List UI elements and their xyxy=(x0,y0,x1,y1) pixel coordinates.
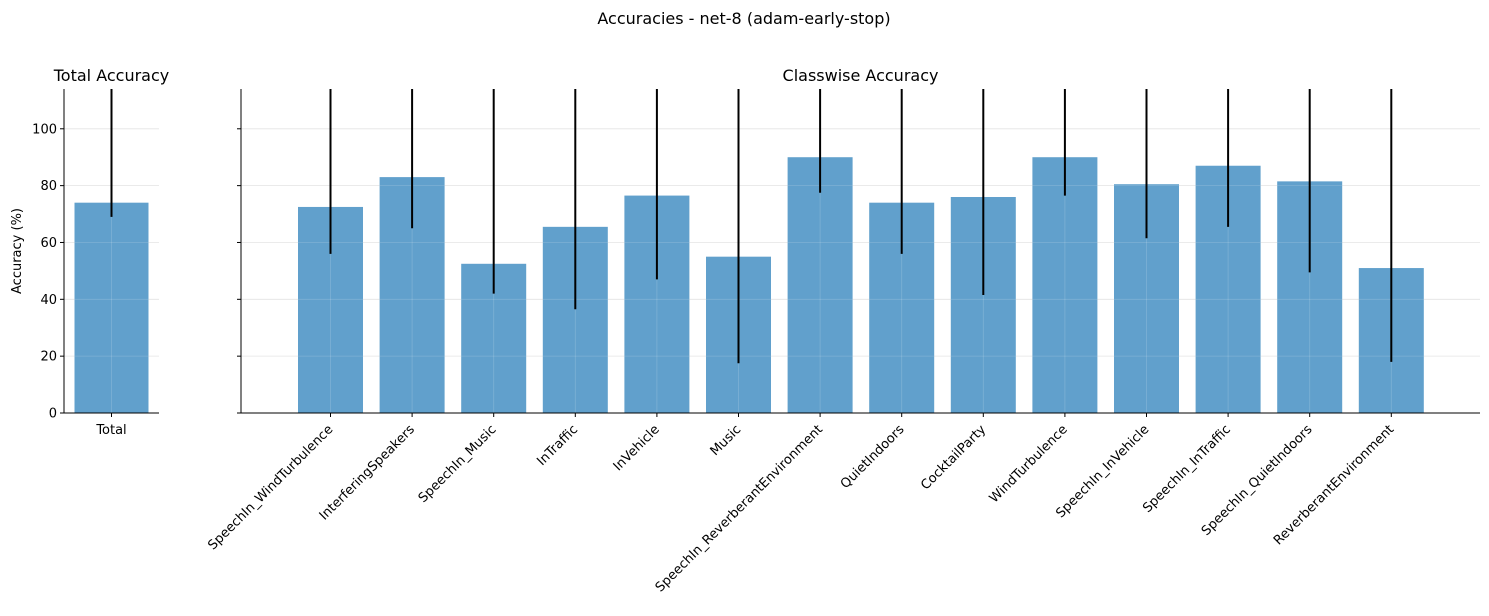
x-tick-label: SpeechIn_InTraffic xyxy=(1140,422,1234,516)
total-accuracy-axes: Total Accuracy Accuracy (%) 0 20 40 60 80 100… xyxy=(10,66,169,438)
y-tick-label: 100 xyxy=(32,122,57,137)
x-tick-label: WindTurbulence xyxy=(987,422,1071,506)
x-tick-label: InVehicle xyxy=(611,422,663,474)
x-tick-label: Total xyxy=(95,423,126,438)
x-tick-label: InTraffic xyxy=(534,422,581,469)
x-tick-label: SpeechIn_ReverberantEnvironment xyxy=(653,422,826,595)
y-tick-label: 0 xyxy=(49,407,57,422)
y-tick-label: 20 xyxy=(40,350,57,365)
x-tick-label: QuietIndoors xyxy=(838,422,908,492)
x-tick-label: CocktailParty xyxy=(918,422,989,493)
y-tick-label: 40 xyxy=(40,293,57,308)
classwise-accuracy-title: Classwise Accuracy xyxy=(783,66,939,85)
x-tick-label: SpeechIn_Music xyxy=(416,422,500,506)
x-tick-label: Music xyxy=(708,422,745,459)
y-tick-label: 80 xyxy=(40,179,57,194)
total-accuracy-title: Total Accuracy xyxy=(53,66,170,85)
x-tick-label: SpeechIn_InVehicle xyxy=(1053,422,1152,521)
x-tick-label: SpeechIn_WindTurbulence xyxy=(205,422,336,553)
figure-title: Accuracies - net-8 (adam-early-stop) xyxy=(597,9,890,28)
bar-WindTurbulence xyxy=(1032,157,1098,413)
x-tick-label: InterferingSpeakers xyxy=(317,422,418,523)
classwise-accuracy-axes: Classwise Accuracy SpeechIn_WindTurbulen… xyxy=(205,66,1480,595)
y-axis-label: Accuracy (%) xyxy=(10,208,25,294)
bar-Total xyxy=(74,202,149,413)
y-tick-label: 60 xyxy=(40,236,57,251)
bar-SpeechIn_ReverberantEnvironment xyxy=(787,157,853,413)
